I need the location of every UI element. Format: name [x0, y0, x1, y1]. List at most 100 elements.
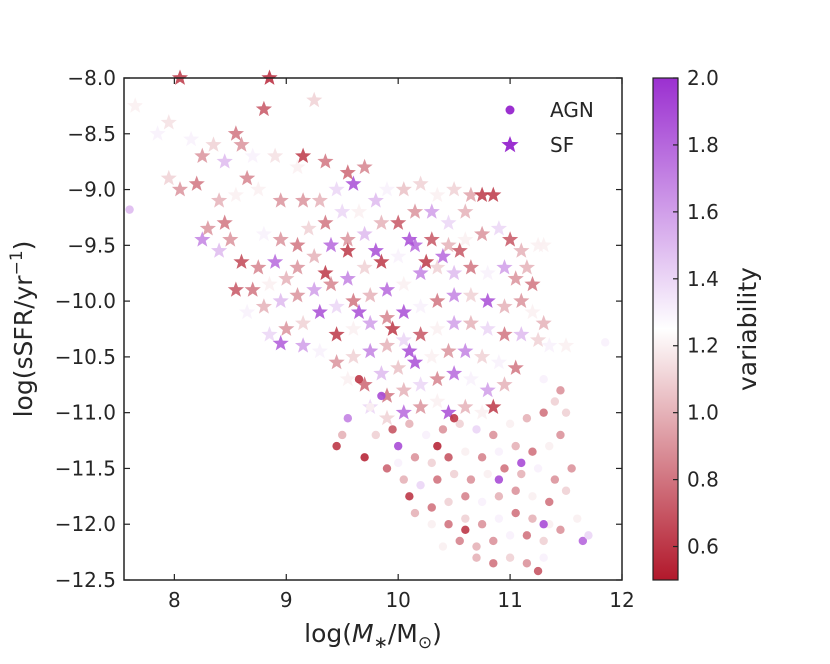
sf-point: [440, 404, 457, 420]
y-axis-ticks: −8.0 −8.5 −9.0 −9.5 −10.0 −10.5 −11.0 −11.5 −12.…: [55, 66, 622, 592]
agn-point: [561, 486, 571, 495]
sf-point: [306, 281, 323, 297]
agn-point: [393, 441, 403, 451]
plot-frame: [123, 77, 623, 581]
agn-point: [489, 559, 498, 568]
agn-point: [505, 531, 515, 540]
sf-point: [311, 192, 328, 208]
x-tick-label: 12: [609, 588, 634, 612]
agn-point: [539, 520, 548, 529]
agn-point: [438, 542, 448, 551]
sf-point: [317, 264, 334, 281]
agn-point: [489, 536, 498, 546]
colorbar-tick-label: 0.6: [687, 535, 719, 559]
sf-point: [412, 326, 429, 342]
sf-point: [362, 342, 379, 359]
sf-point: [250, 259, 267, 275]
agn-point: [427, 458, 436, 468]
sf-point: [339, 242, 356, 258]
agn-point: [545, 441, 554, 451]
sf-point: [390, 248, 407, 264]
sf-point: [434, 248, 451, 264]
y-tick-label: −9.0: [67, 178, 116, 202]
sf-point: [373, 214, 390, 230]
agn-point: [556, 386, 565, 395]
legend-circle-icon: [505, 105, 515, 115]
agn-point: [472, 425, 481, 434]
sf-point: [479, 264, 496, 281]
sf-point: [462, 370, 479, 387]
sf-point: [440, 236, 457, 253]
agn-point: [584, 531, 593, 540]
sf-point: [446, 314, 463, 331]
agn-point: [366, 402, 375, 412]
sf-point: [205, 136, 222, 152]
sf-point: [322, 275, 340, 292]
y-tick-label: −10.5: [55, 345, 116, 369]
sf-point: [211, 242, 228, 258]
sf-point: [474, 348, 491, 364]
agn-point: [461, 492, 470, 501]
agn-point: [371, 430, 380, 440]
sf-point: [507, 359, 524, 375]
y-tick-label: −12.0: [55, 512, 116, 536]
sf-point: [446, 287, 463, 303]
sf-point: [457, 398, 474, 414]
sf-point: [356, 225, 373, 242]
sf-point: [462, 186, 479, 202]
agn-point: [461, 525, 470, 534]
agn-point: [528, 492, 537, 501]
sf-point: [255, 225, 272, 242]
sf-point: [233, 253, 250, 269]
agn-point: [444, 453, 453, 462]
sf-point: [295, 147, 312, 163]
agn-point: [388, 425, 397, 434]
sf-point: [524, 303, 541, 320]
sf-point: [289, 259, 306, 275]
sf-point: [474, 225, 491, 242]
y-tick-label: −10.0: [55, 289, 116, 313]
sf-point: [490, 354, 507, 370]
sf-point: [401, 342, 418, 359]
sf-point: [423, 348, 440, 364]
agn-point: [500, 464, 509, 473]
sf-point: [160, 114, 177, 130]
sf-point: [496, 259, 513, 275]
sf-point: [429, 186, 446, 202]
agn-point: [461, 514, 470, 523]
sf-point: [412, 398, 429, 414]
sf-point: [384, 320, 401, 336]
agn-point: [449, 469, 459, 479]
y-tick-label: −8.5: [67, 122, 116, 146]
sf-point: [171, 69, 188, 85]
x-axis-label: log(M∗/M⊙): [304, 619, 442, 653]
sf-point: [485, 186, 502, 202]
sf-point: [406, 236, 424, 253]
sf-point: [378, 337, 396, 353]
sf-point: [261, 275, 278, 292]
agn-point: [533, 566, 543, 576]
sf-point: [356, 376, 373, 392]
sf-point: [535, 314, 552, 331]
agn-point: [539, 536, 548, 546]
sf-point: [412, 175, 429, 191]
sf-point: [507, 270, 524, 286]
agn-point: [517, 458, 526, 468]
sf-point: [339, 231, 356, 247]
agn-point: [550, 397, 560, 406]
sf-point: [412, 264, 429, 281]
sf-point: [289, 158, 306, 175]
agn-point: [477, 497, 487, 507]
sf-point: [255, 298, 272, 314]
sf-point: [328, 326, 345, 342]
agn-point: [405, 492, 414, 501]
sf-point: [278, 320, 295, 336]
agn-point: [449, 414, 459, 423]
sf-point: [373, 365, 390, 381]
agn-point: [550, 475, 560, 484]
sf-point: [485, 398, 502, 414]
sf-point: [496, 376, 513, 392]
sf-point: [406, 354, 424, 370]
sf-point: [367, 242, 384, 258]
sf-point: [322, 236, 340, 253]
